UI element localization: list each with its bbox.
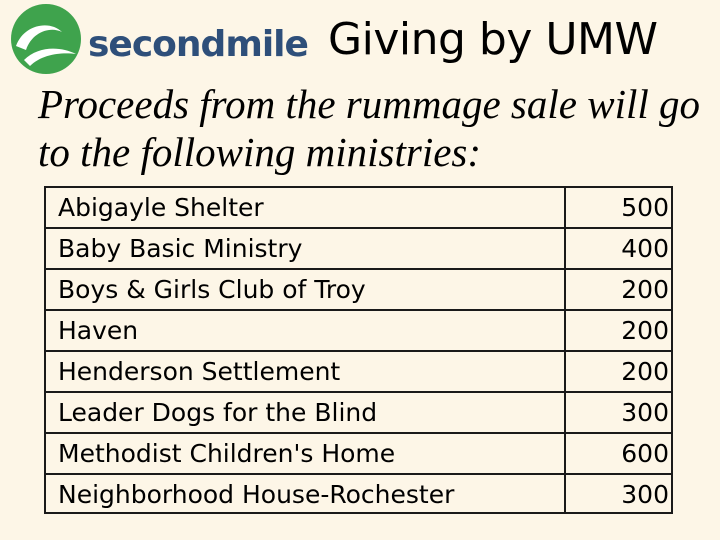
ministry-name: Leader Dogs for the Blind bbox=[46, 393, 566, 432]
subtitle: Proceeds from the rummage sale will go t… bbox=[38, 81, 700, 175]
ministry-amount: 300 bbox=[621, 480, 669, 509]
ministry-name: Neighborhood House-Rochester bbox=[46, 475, 566, 514]
ministry-name: Abigayle Shelter bbox=[46, 188, 566, 227]
ministry-name: Methodist Children's Home bbox=[46, 434, 566, 473]
ministry-name: Henderson Settlement bbox=[46, 352, 566, 391]
table-row: Neighborhood House-Rochester 300 bbox=[46, 473, 671, 514]
table-row: Haven 200 bbox=[46, 309, 671, 350]
ministry-name: Baby Basic Ministry bbox=[46, 229, 566, 268]
ministry-amount: 500 bbox=[621, 193, 669, 222]
table-row: Methodist Children's Home 600 bbox=[46, 432, 671, 473]
ministry-amount: 200 bbox=[621, 357, 669, 386]
ministry-amount: 300 bbox=[621, 398, 669, 427]
table-row: Abigayle Shelter 500 bbox=[46, 186, 671, 227]
ministry-amount: 200 bbox=[621, 316, 669, 345]
page-title: Giving by UMW bbox=[328, 14, 658, 65]
second-mile-emblem-icon bbox=[11, 4, 81, 74]
logo-text: secondmile bbox=[88, 24, 309, 65]
ministry-amount: 600 bbox=[621, 439, 669, 468]
ministry-name: Boys & Girls Club of Troy bbox=[46, 270, 566, 309]
table-row: Boys & Girls Club of Troy 200 bbox=[46, 268, 671, 309]
ministries-table: Abigayle Shelter 500 Baby Basic Ministry… bbox=[44, 186, 673, 514]
table-row: Henderson Settlement 200 bbox=[46, 350, 671, 391]
table-row: Leader Dogs for the Blind 300 bbox=[46, 391, 671, 432]
ministry-name: Haven bbox=[46, 311, 566, 350]
ministry-amount: 400 bbox=[621, 234, 669, 263]
second-mile-logo: secondmile bbox=[10, 2, 315, 76]
table-row: Baby Basic Ministry 400 bbox=[46, 227, 671, 268]
ministry-amount: 200 bbox=[621, 275, 669, 304]
